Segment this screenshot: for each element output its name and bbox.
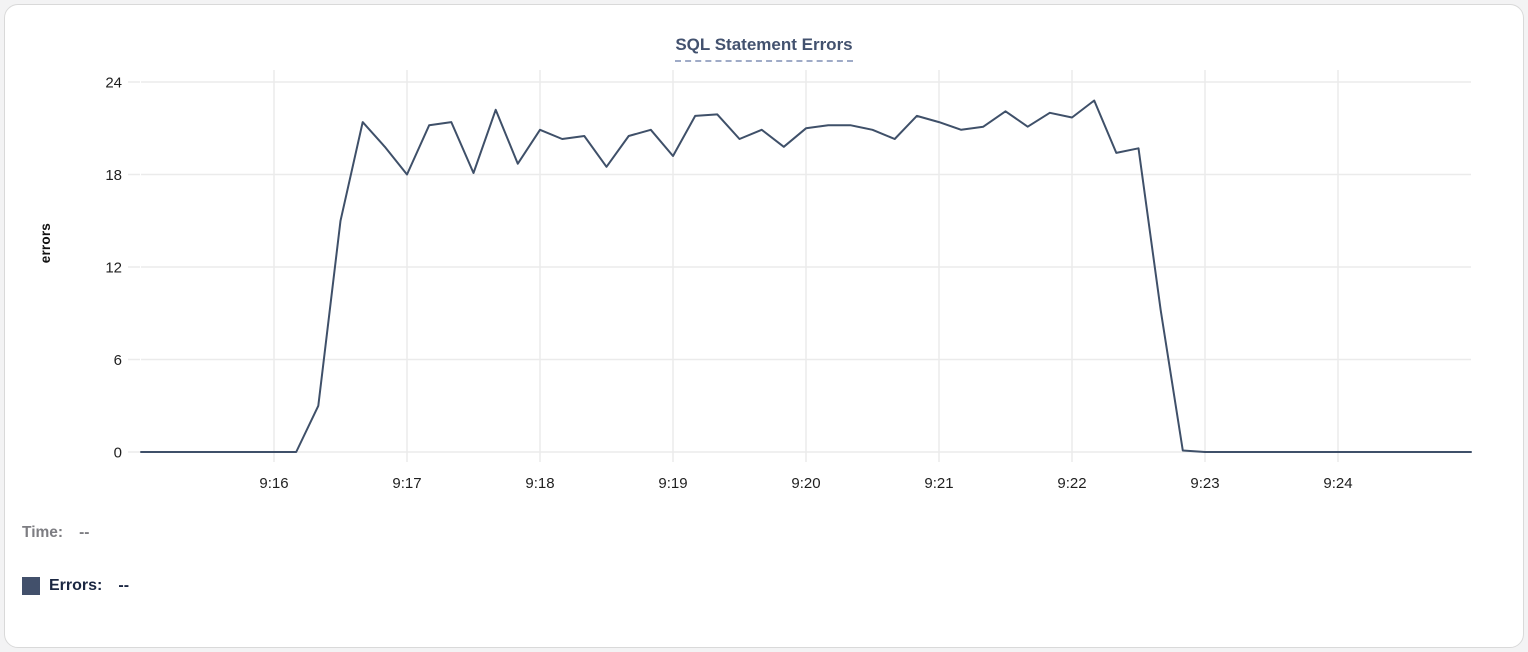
tooltip-time-row: Time: -- xyxy=(22,522,129,544)
x-tick-label: 9:19 xyxy=(658,475,687,492)
x-tick-label: 9:18 xyxy=(525,475,554,492)
y-tick-label: 18 xyxy=(105,167,122,184)
x-tick-label: 9:24 xyxy=(1323,475,1352,492)
y-tick-label: 6 xyxy=(114,352,122,369)
chart-card: SQL Statement Errors errors 0 6 12 18 24 9:16… xyxy=(4,4,1524,648)
tooltip-errors-row: Errors: -- xyxy=(22,575,129,597)
chart-title[interactable]: SQL Statement Errors xyxy=(675,35,853,62)
chart-header: SQL Statement Errors xyxy=(5,35,1523,62)
y-tick-label: 24 xyxy=(105,75,122,92)
x-tick-label: 9:22 xyxy=(1057,475,1086,492)
errors-line xyxy=(140,99,1472,453)
tooltip-errors-value: -- xyxy=(118,577,130,594)
y-tick-label: 12 xyxy=(105,260,122,277)
plot-hover-area[interactable] xyxy=(141,70,1471,452)
x-tick-label: 9:21 xyxy=(924,475,953,492)
tooltip-errors-label: Errors: xyxy=(49,577,103,594)
errors-series-swatch xyxy=(22,577,40,595)
x-tick-label: 9:23 xyxy=(1190,475,1219,492)
errors-line-chart: 0 6 12 18 24 9:16 9:17 9:18 9:19 9:20 9:21 9:22 9:23… xyxy=(105,70,1472,492)
x-tick-label: 9:17 xyxy=(392,475,421,492)
x-tick-label: 9:20 xyxy=(791,475,820,492)
tooltip-time-value: -- xyxy=(79,524,90,541)
x-tick-label: 9:16 xyxy=(259,475,288,492)
y-tick-label: 0 xyxy=(114,445,122,462)
tooltip-time-label: Time: xyxy=(22,524,64,541)
tooltip-readout: Time: -- Errors: -- xyxy=(22,522,129,597)
